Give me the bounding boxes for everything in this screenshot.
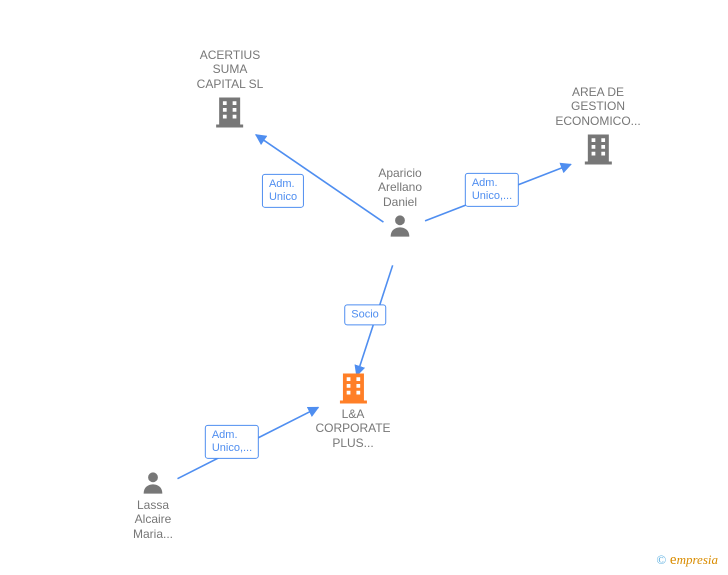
- person-icon-wrap: [378, 211, 422, 239]
- company-icon-wrap: [197, 93, 264, 129]
- node-label: ACERTIUS SUMA CAPITAL SL: [197, 48, 264, 91]
- edge-label: Socio: [344, 304, 386, 325]
- company-icon-wrap: [555, 130, 640, 166]
- node-label: AREA DE GESTION ECONOMICO...: [555, 85, 640, 128]
- brand-rest: mpresia: [677, 552, 718, 567]
- company-icon-wrap: [315, 369, 390, 405]
- building-icon: [212, 93, 248, 129]
- node-area[interactable]: AREA DE GESTION ECONOMICO...: [555, 85, 640, 168]
- node-label: Aparicio Arellano Daniel: [378, 166, 422, 209]
- node-lassa[interactable]: Lassa Alcaire Maria...: [133, 466, 173, 541]
- node-label: L&A CORPORATE PLUS...: [315, 407, 390, 450]
- edge-label: Adm. Unico: [262, 174, 304, 208]
- person-icon: [386, 211, 414, 239]
- node-la[interactable]: L&A CORPORATE PLUS...: [315, 367, 390, 450]
- edge-label: Adm. Unico,...: [205, 425, 259, 459]
- watermark: © empresia: [656, 552, 718, 569]
- building-icon: [580, 130, 616, 166]
- network-diagram: ACERTIUS SUMA CAPITAL SL AREA DE GESTION…: [0, 0, 728, 575]
- node-acertius[interactable]: ACERTIUS SUMA CAPITAL SL: [197, 48, 264, 131]
- edge-label: Adm. Unico,...: [465, 173, 519, 207]
- person-icon: [139, 468, 167, 496]
- node-label: Lassa Alcaire Maria...: [133, 498, 173, 541]
- copyright-symbol: ©: [656, 552, 666, 567]
- person-icon-wrap: [133, 468, 173, 496]
- building-icon: [335, 369, 371, 405]
- node-daniel[interactable]: Aparicio Arellano Daniel: [378, 166, 422, 241]
- brand-first-letter: e: [670, 552, 677, 568]
